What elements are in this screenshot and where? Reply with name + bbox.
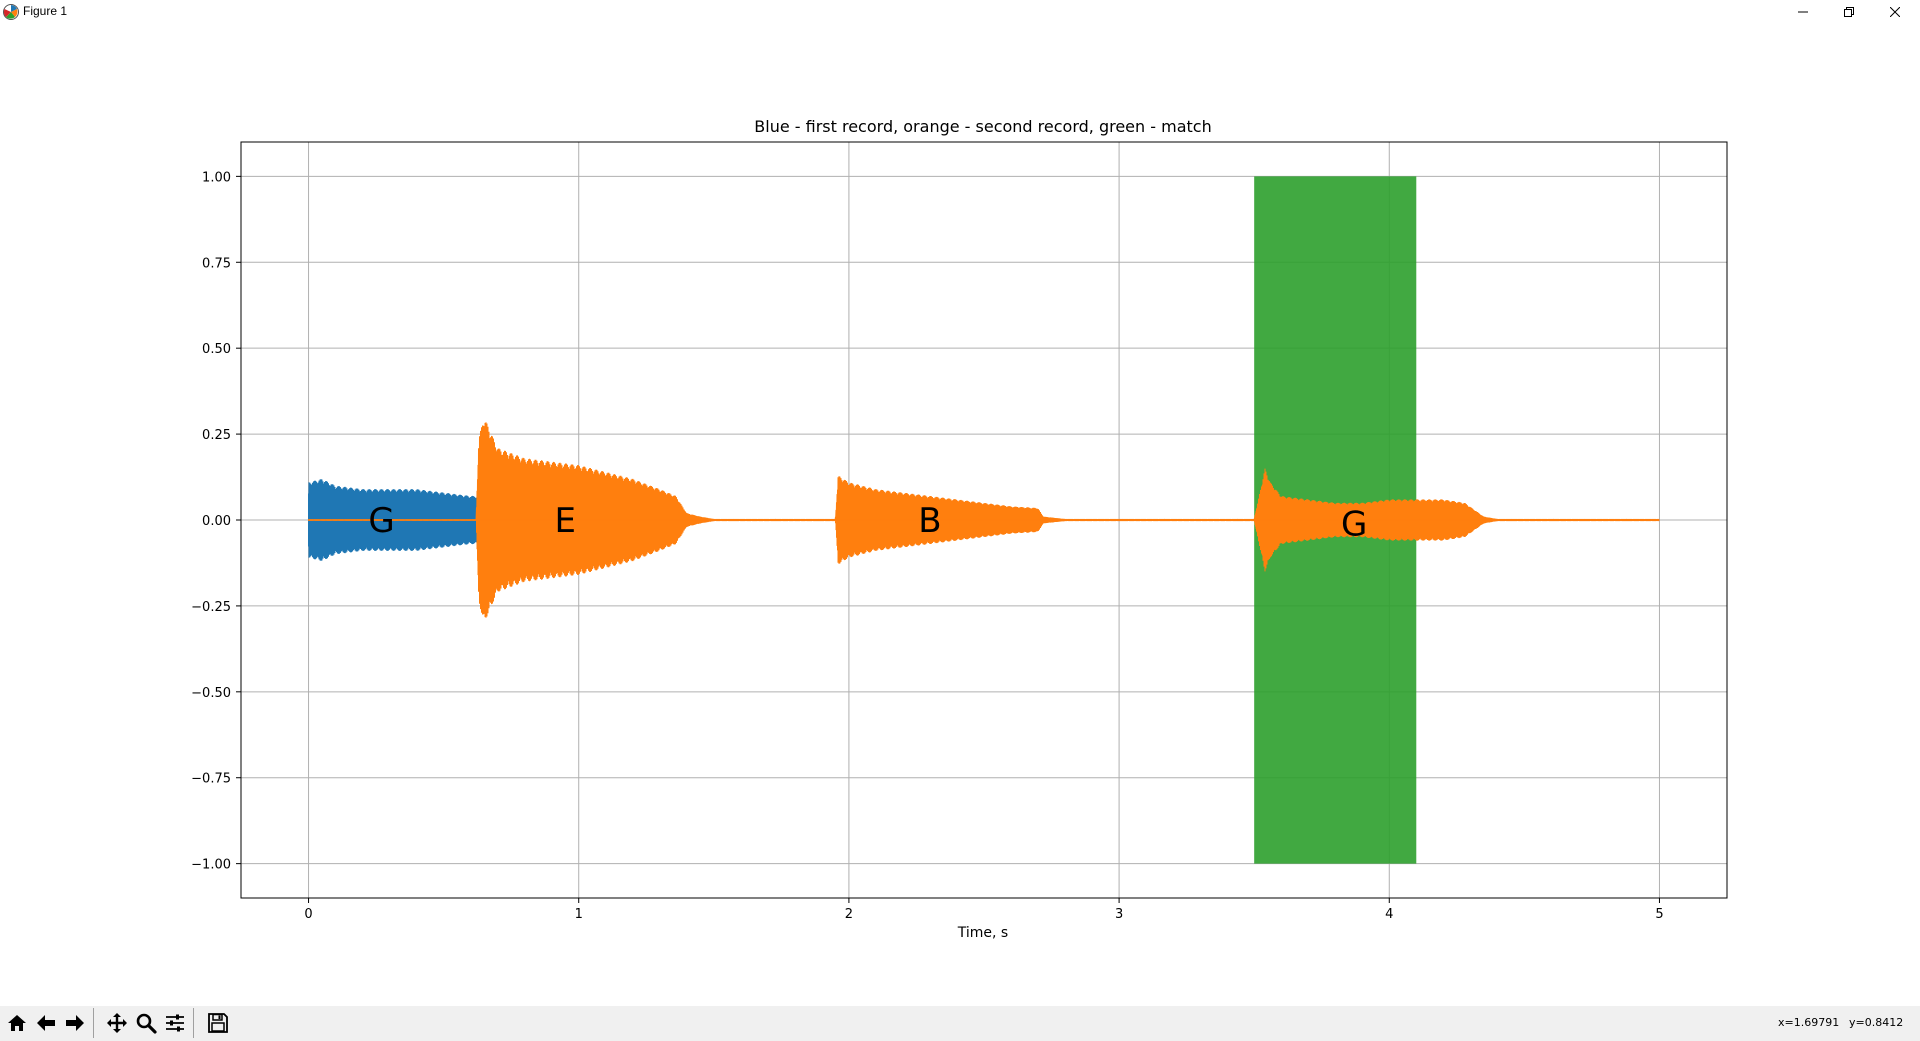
waveform-series-1 bbox=[308, 479, 477, 561]
y-tick-label: 0.00 bbox=[202, 514, 231, 529]
y-tick-label: −0.75 bbox=[191, 772, 231, 787]
matplotlib-app-icon bbox=[3, 4, 19, 20]
y-tick-label: 0.75 bbox=[202, 256, 231, 271]
navigation-toolbar: x=1.69791 y=0.8412 bbox=[0, 1006, 1920, 1041]
note-annotation: G bbox=[1341, 504, 1367, 544]
x-tick-label: 5 bbox=[1655, 907, 1663, 922]
x-tick-label: 1 bbox=[575, 907, 583, 922]
y-tick-label: 0.50 bbox=[202, 342, 231, 357]
x-tick-label: 4 bbox=[1385, 907, 1393, 922]
window-titlebar: Figure 1 bbox=[0, 0, 1920, 24]
forward-button[interactable] bbox=[62, 1010, 88, 1036]
toolbar-separator bbox=[93, 1008, 94, 1038]
sliders-icon bbox=[166, 1014, 184, 1032]
zoom-button[interactable] bbox=[133, 1010, 159, 1036]
minimize-button[interactable] bbox=[1780, 0, 1826, 24]
figure-canvas[interactable]: Blue - first record, orange - second rec… bbox=[0, 0, 1920, 1006]
window-title: Figure 1 bbox=[23, 4, 68, 18]
y-tick-label: 1.00 bbox=[202, 170, 231, 185]
toolbar-separator bbox=[193, 1008, 194, 1038]
note-annotation: E bbox=[554, 501, 575, 541]
floppy-disk-icon bbox=[208, 1013, 228, 1033]
configure-subplots-button[interactable] bbox=[162, 1010, 188, 1036]
close-button[interactable] bbox=[1872, 0, 1918, 24]
x-tick-label: 2 bbox=[845, 907, 853, 922]
restore-button[interactable] bbox=[1826, 0, 1872, 24]
home-button[interactable] bbox=[4, 1010, 30, 1036]
note-annotation: B bbox=[918, 501, 941, 541]
y-tick-label: −1.00 bbox=[191, 858, 231, 873]
close-icon bbox=[1890, 7, 1900, 17]
minimize-icon bbox=[1798, 11, 1808, 13]
x-tick-label: 3 bbox=[1115, 907, 1123, 922]
y-tick-label: −0.50 bbox=[191, 686, 231, 701]
cursor-x-readout: x=1.69791 bbox=[1778, 1016, 1840, 1029]
magnifier-icon bbox=[136, 1013, 157, 1034]
arrow-right-icon bbox=[66, 1015, 84, 1031]
restore-icon bbox=[1844, 7, 1854, 17]
chart-title: Blue - first record, orange - second rec… bbox=[754, 117, 1211, 136]
home-icon bbox=[8, 1015, 26, 1031]
cursor-y-readout: y=0.8412 bbox=[1849, 1016, 1904, 1029]
arrow-left-icon bbox=[37, 1015, 55, 1031]
pan-button[interactable] bbox=[104, 1010, 130, 1036]
back-button[interactable] bbox=[33, 1010, 59, 1036]
x-axis-label: Time, s bbox=[957, 925, 1008, 941]
y-tick-label: 0.25 bbox=[202, 428, 231, 443]
note-annotation: G bbox=[368, 501, 394, 541]
plot-frame bbox=[240, 141, 1728, 899]
y-tick-label: −0.25 bbox=[191, 600, 231, 615]
x-tick-label: 0 bbox=[304, 907, 312, 922]
move-icon bbox=[107, 1013, 127, 1033]
save-button[interactable] bbox=[205, 1010, 231, 1036]
